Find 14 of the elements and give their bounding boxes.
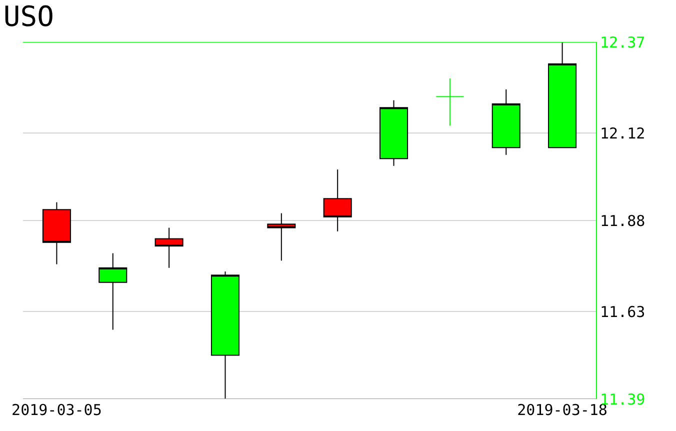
y-tick-label: 12.12 — [600, 124, 646, 142]
candlestick — [380, 100, 408, 166]
candlestick — [154, 227, 184, 268]
candlestick — [323, 169, 352, 232]
y-tick-label: 11.88 — [600, 212, 646, 230]
chart-title: USO — [3, 0, 54, 34]
candlestick — [436, 78, 464, 126]
candlestick — [42, 202, 71, 265]
y-tick-label: 11.63 — [600, 302, 646, 321]
x-tick-label: 2019-03-05 — [12, 401, 102, 419]
candlestick — [98, 252, 128, 330]
y-tick-label: 12.37 — [600, 33, 646, 52]
candlestick — [267, 212, 296, 262]
candlestick — [492, 88, 520, 156]
